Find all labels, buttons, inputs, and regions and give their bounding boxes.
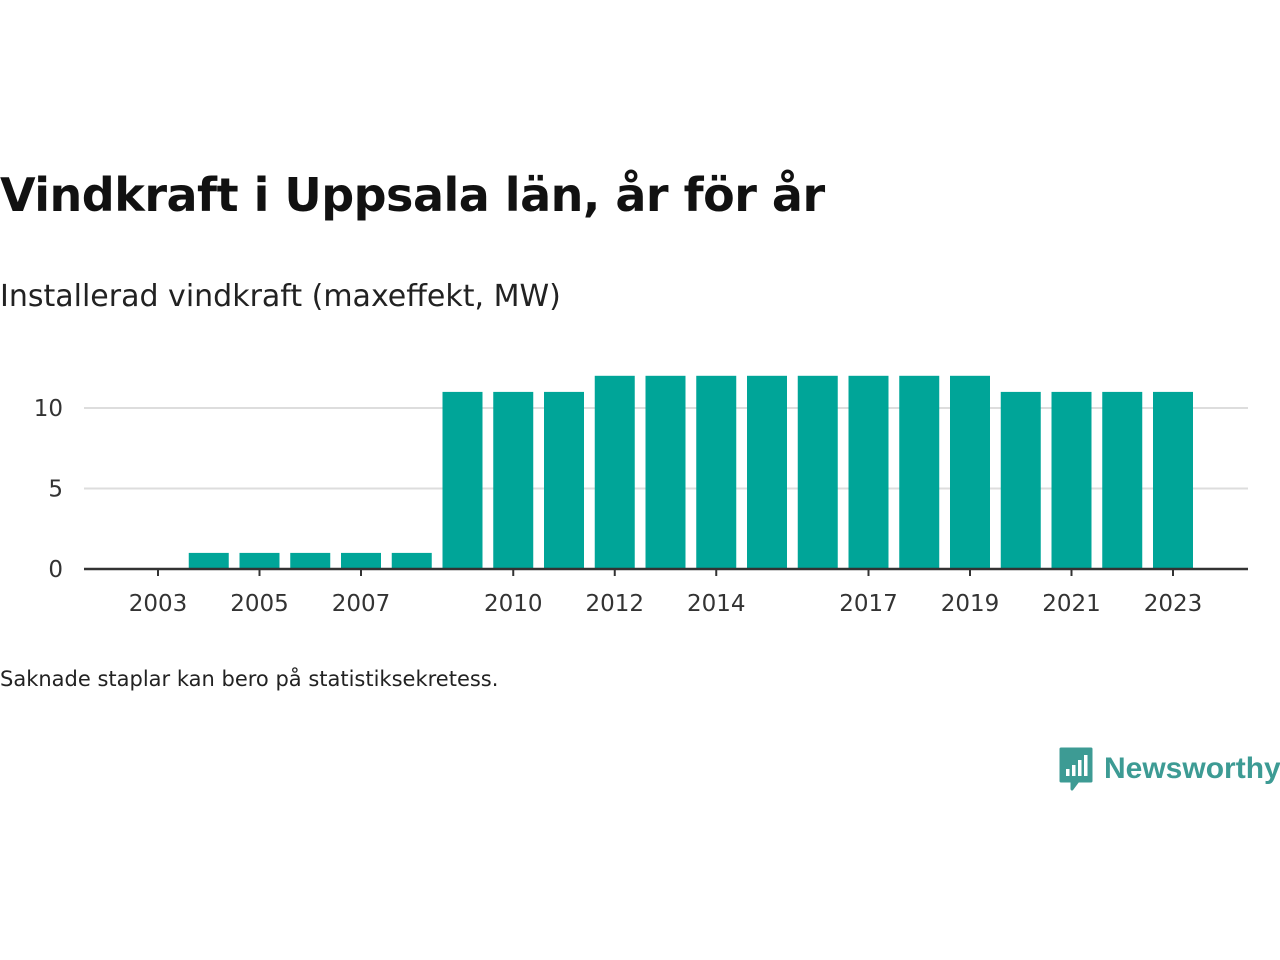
- x-tick-label: 2017: [839, 591, 898, 617]
- y-tick-label: 0: [48, 557, 63, 583]
- x-tick-label: 2003: [129, 591, 188, 617]
- x-tick-label: 2010: [484, 591, 543, 617]
- chart-subtitle: Installerad vindkraft (maxeffekt, MW): [0, 279, 561, 314]
- bar-2013: [645, 375, 686, 569]
- bar-2008: [391, 552, 432, 569]
- footnote: Saknade staplar kan bero på statistiksek…: [0, 667, 499, 691]
- x-tick-label: 2005: [230, 591, 289, 617]
- bar-chart: 0 5 10 2003 2005 2007 2010 2012 2014 2017 2019 202…: [34, 375, 1248, 617]
- x-tick-label: 2012: [585, 591, 644, 617]
- bars: [188, 375, 1193, 569]
- y-tick-label: 5: [48, 477, 63, 503]
- bar-2018: [899, 375, 940, 569]
- bar-chart-speech-bubble-icon: [1059, 747, 1093, 791]
- x-tick-label: 2019: [941, 591, 1000, 617]
- bar-2012: [594, 375, 635, 569]
- bar-2005: [239, 552, 280, 569]
- bar-2010: [493, 391, 534, 569]
- bar-2007: [341, 552, 381, 569]
- bar-2009: [442, 391, 483, 569]
- bar-2020: [1000, 391, 1041, 569]
- bar-2016: [797, 375, 838, 569]
- bar-2011: [544, 391, 584, 569]
- bar-2015: [747, 375, 787, 569]
- x-tick-label: 2023: [1144, 591, 1203, 617]
- brand-logo: Newsworthy: [1058, 746, 1280, 792]
- bar-2019: [950, 375, 990, 569]
- bar-2023: [1153, 391, 1193, 569]
- x-axis-ticks: 2003 2005 2007 2010 2012 2014 2017 2019 2021 2023: [129, 569, 1203, 617]
- bar-2004: [188, 552, 229, 569]
- brand-name: Newsworthy: [1104, 752, 1280, 785]
- bar-2014: [696, 375, 737, 569]
- x-tick-label: 2021: [1042, 591, 1101, 617]
- bar-2022: [1102, 391, 1143, 569]
- bar-2006: [290, 552, 331, 569]
- x-tick-label: 2007: [332, 591, 391, 617]
- bar-2021: [1051, 391, 1092, 569]
- y-tick-label: 10: [34, 396, 63, 422]
- chart-title: Vindkraft i Uppsala län, år för år: [0, 168, 825, 222]
- x-tick-label: 2014: [687, 591, 746, 617]
- bar-2017: [848, 375, 889, 569]
- y-axis-tick-labels: 0 5 10: [34, 396, 63, 583]
